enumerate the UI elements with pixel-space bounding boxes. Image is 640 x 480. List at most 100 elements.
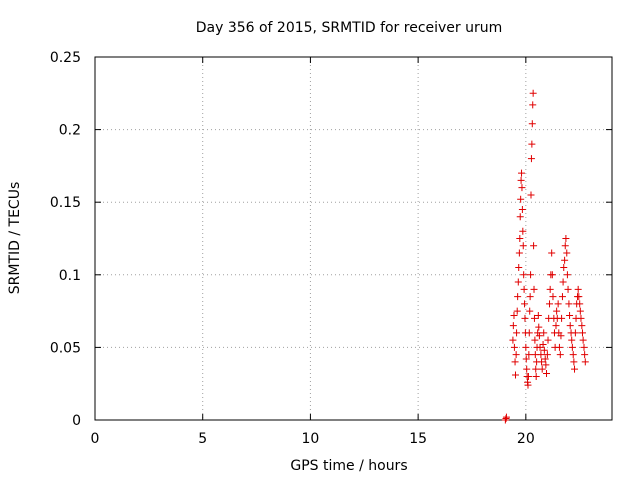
- data-point: [524, 372, 532, 380]
- x-tick-label: 20: [517, 431, 535, 447]
- data-point: [565, 300, 573, 308]
- data-point: [546, 285, 554, 293]
- x-tick-label: 5: [198, 431, 207, 447]
- data-point: [556, 351, 564, 359]
- data-point: [534, 311, 542, 319]
- y-tick-label: 0.05: [50, 340, 81, 356]
- data-point: [512, 351, 520, 359]
- data-point: [513, 307, 521, 315]
- data-point: [526, 293, 534, 301]
- y-tick-label: 0.1: [59, 268, 81, 284]
- data-point: [548, 271, 556, 279]
- data-point: [542, 361, 550, 369]
- data-point: [517, 195, 525, 203]
- plot-frame: [94, 56, 613, 421]
- data-point: [514, 293, 522, 301]
- data-point: [540, 329, 548, 337]
- data-point: [532, 372, 540, 380]
- y-tick-label: 0.25: [50, 50, 81, 66]
- data-point: [525, 329, 533, 337]
- data-point: [570, 358, 578, 366]
- data-point: [529, 89, 537, 97]
- data-point: [578, 329, 586, 337]
- data-point: [522, 343, 530, 351]
- x-tick-label: 0: [91, 431, 100, 447]
- data-point: [511, 358, 519, 366]
- data-point: [527, 191, 535, 199]
- data-point: [552, 322, 560, 330]
- data-point: [515, 249, 523, 257]
- data-point: [516, 235, 524, 242]
- data-point: [530, 242, 538, 250]
- data-point: [511, 371, 519, 379]
- data-point: [563, 271, 571, 279]
- data-point: [561, 242, 569, 250]
- data-point: [546, 300, 554, 308]
- data-point: [532, 365, 540, 373]
- y-axis-title: SRMTID / TECUs: [7, 182, 23, 295]
- data-point: [561, 256, 569, 264]
- data-point: [519, 227, 527, 235]
- data-point: [523, 365, 531, 373]
- data-point: [529, 101, 537, 109]
- data-point: [549, 293, 557, 301]
- data-point: [574, 285, 582, 293]
- data-point: [524, 381, 532, 389]
- data-point: [554, 300, 562, 308]
- data-point: [530, 285, 538, 293]
- data-point: [579, 336, 587, 344]
- data-point: [534, 329, 542, 337]
- data-point: [502, 413, 510, 421]
- data-point: [519, 242, 527, 250]
- chart-title: Day 356 of 2015, SRMTID for receiver uru…: [196, 20, 503, 36]
- data-point: [517, 176, 525, 184]
- data-point: [543, 351, 551, 359]
- data-point: [578, 322, 586, 330]
- data-point: [562, 235, 570, 242]
- data-point: [557, 332, 565, 340]
- data-point: [527, 155, 535, 163]
- data-points: [501, 89, 589, 424]
- x-tick-label: 15: [409, 431, 427, 447]
- data-point: [568, 336, 576, 344]
- data-point: [510, 343, 518, 351]
- data-point: [540, 346, 548, 354]
- data-point: [530, 314, 538, 322]
- data-point: [571, 329, 579, 337]
- data-point: [535, 332, 543, 340]
- data-point: [535, 323, 543, 331]
- data-point: [576, 307, 584, 315]
- data-point: [559, 278, 567, 286]
- data-point: [553, 307, 561, 315]
- data-point: [522, 355, 530, 363]
- data-point: [571, 365, 579, 373]
- data-point: [518, 169, 526, 177]
- y-tick-label: 0: [72, 413, 81, 429]
- x-tick-label: 10: [302, 431, 320, 447]
- x-axis: 0 5 10 15 20: [91, 57, 535, 447]
- data-point: [521, 300, 529, 308]
- data-point: [515, 264, 523, 272]
- data-point: [516, 213, 524, 221]
- data-point: [558, 293, 566, 301]
- data-point: [518, 184, 526, 192]
- data-point: [541, 355, 549, 363]
- data-point: [520, 285, 528, 293]
- x-axis-title: GPS time / hours: [290, 458, 407, 474]
- y-axis: 0 0.05 0.1 0.15 0.2 0.25: [50, 50, 612, 429]
- data-point: [564, 285, 572, 293]
- data-point: [544, 336, 552, 344]
- data-point: [581, 351, 589, 359]
- data-point: [509, 336, 517, 344]
- data-point: [518, 205, 526, 213]
- data-point: [526, 307, 534, 315]
- data-point: [581, 358, 589, 366]
- data-point: [548, 249, 556, 257]
- y-tick-label: 0.15: [50, 195, 81, 211]
- data-point: [525, 351, 533, 359]
- data-point: [580, 343, 588, 351]
- data-point: [509, 322, 517, 330]
- data-point: [563, 249, 571, 257]
- data-point: [521, 314, 529, 322]
